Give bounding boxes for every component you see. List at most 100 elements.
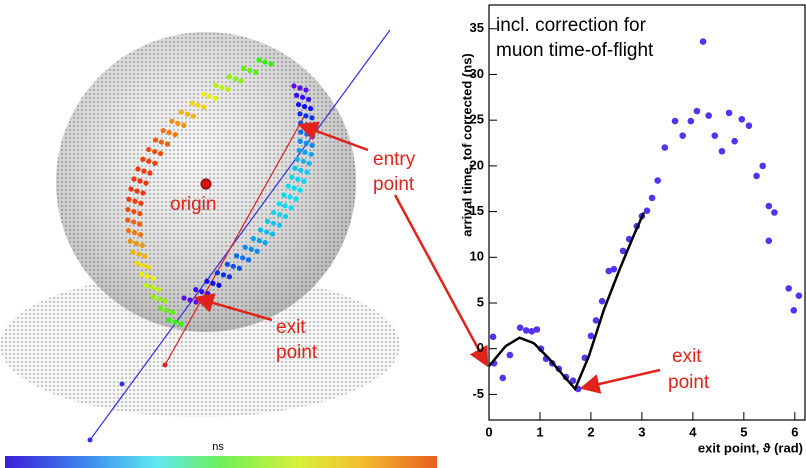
hit-dot (125, 207, 130, 212)
hit-dot (233, 76, 238, 81)
hit-dot (295, 157, 300, 162)
hit-dot (193, 299, 198, 304)
annotation: point (668, 372, 710, 393)
hit-dot (307, 161, 312, 166)
hit-dot (298, 188, 303, 193)
data-point (711, 132, 718, 139)
figure: entry point origin exit point ns 0123456… (0, 0, 806, 468)
hit-dot (247, 68, 252, 73)
hit-dot (286, 184, 291, 189)
hit-dot (263, 240, 268, 245)
hit-dot (167, 130, 172, 135)
hit-dot (277, 223, 282, 228)
hit-dot (128, 239, 133, 244)
hit-dot (128, 186, 133, 191)
hit-dot (258, 227, 263, 232)
hit-dot (140, 157, 145, 162)
hit-dot (193, 287, 198, 292)
hit-dot (304, 170, 309, 175)
hit-dot (310, 143, 315, 148)
hit-dot (303, 150, 308, 155)
data-point (507, 352, 514, 359)
y-axis-label: arrival time, tof corrected (ns) (459, 53, 474, 237)
hit-dot (293, 196, 298, 201)
hit-dot (158, 151, 163, 156)
data-point (688, 118, 695, 125)
hit-dot (134, 261, 139, 266)
hit-dot (151, 294, 156, 299)
hit-dot (142, 254, 147, 259)
annotation: exit (672, 346, 702, 367)
hit-dot (265, 219, 270, 224)
data-point (672, 118, 679, 125)
hit-dot (130, 250, 135, 255)
track-dot (163, 363, 168, 368)
hit-dot (191, 114, 196, 119)
hit-dot (253, 70, 258, 75)
hit-dot (303, 113, 308, 118)
hit-dot (234, 253, 239, 258)
track-dot (88, 438, 93, 443)
hit-dot (152, 161, 157, 166)
hit-dot (152, 149, 157, 154)
hit-dot (298, 168, 303, 173)
hit-dot (201, 105, 206, 110)
colorbar-label: ns (212, 441, 224, 453)
data-point (694, 108, 701, 115)
hit-dot (225, 87, 230, 92)
hit-dot (179, 110, 184, 115)
hit-dot (165, 141, 170, 146)
hit-dot (139, 272, 144, 277)
hit-dot (292, 186, 297, 191)
hit-dot (201, 92, 206, 97)
exit-label: point (276, 342, 318, 363)
hit-dot (132, 199, 137, 204)
hit-dot (143, 180, 148, 185)
y-tick-label: 5 (477, 294, 484, 309)
hit-dot (241, 66, 246, 71)
data-point (790, 307, 797, 314)
hit-dot (137, 178, 142, 183)
hit-dot (227, 74, 232, 79)
hit-dot (159, 139, 164, 144)
x-tick-label: 6 (791, 424, 798, 439)
x-tick-label: 3 (638, 424, 645, 439)
hit-dot (297, 148, 302, 153)
hit-dot (195, 103, 200, 108)
hit-dot (308, 106, 313, 111)
hit-dot (137, 221, 142, 226)
hit-dot (131, 209, 136, 214)
data-point (517, 324, 524, 331)
hit-dot (138, 232, 143, 237)
hit-dot (204, 279, 209, 284)
hit-dot (221, 272, 226, 277)
hit-dot (175, 121, 180, 126)
hit-dot (301, 159, 306, 164)
hit-dot (178, 321, 183, 326)
hit-dot (153, 137, 158, 142)
data-point (759, 163, 766, 170)
plot-title: muon time-of-flight (496, 40, 654, 61)
data-point (705, 112, 712, 119)
x-tick-label: 2 (587, 424, 594, 439)
entry-label: entry (373, 149, 416, 170)
track-dot (120, 382, 125, 387)
hit-dot (251, 236, 256, 241)
hit-dot (283, 203, 288, 208)
hit-dot (215, 270, 220, 275)
x-tick-label: 4 (689, 424, 697, 439)
hit-dot (219, 85, 224, 90)
hit-dot (199, 289, 204, 294)
hit-dot (207, 94, 212, 99)
hit-dot (303, 87, 308, 92)
exit-label: exit (276, 317, 306, 338)
hit-dot (126, 228, 131, 233)
hit-dot (164, 308, 169, 313)
hit-dot (136, 252, 141, 257)
data-point (588, 333, 595, 340)
hit-dot (264, 229, 269, 234)
hit-dot (172, 319, 177, 324)
data-point (654, 177, 661, 184)
hit-dot (309, 115, 314, 120)
hit-dot (240, 255, 245, 260)
